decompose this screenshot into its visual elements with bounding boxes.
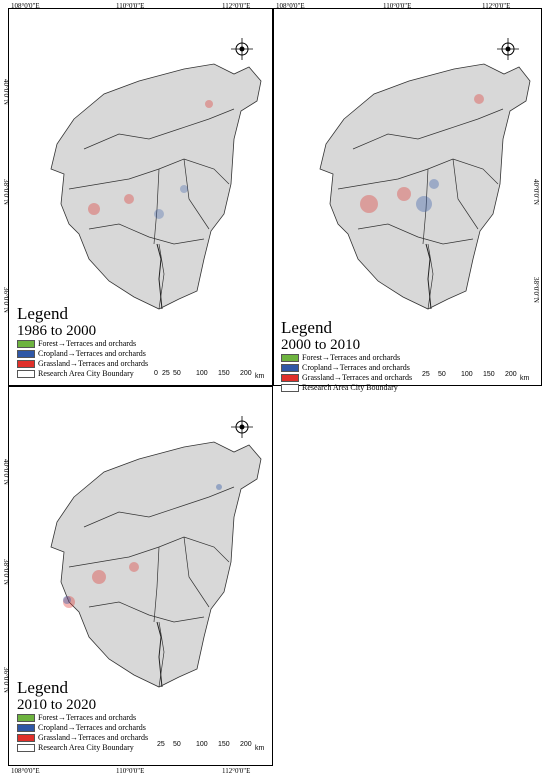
scale-bar: 25 50 100 150 200 km (422, 371, 530, 382)
lon-tick-110: 110°0'0"E (116, 2, 145, 10)
cropland-swatch (17, 350, 35, 358)
lon-tick-110: 110°0'0"E (116, 767, 145, 775)
lat-tick-40: 40°0'0"N (532, 179, 540, 205)
legend-2010-2020: Legend 2010 to 2020 Forest→Terraces and … (17, 679, 148, 753)
boundary-swatch (17, 370, 35, 378)
north-arrow-icon (231, 416, 253, 438)
river (425, 243, 432, 310)
lat-tick-38: 38°0'0"N (532, 277, 540, 303)
forest-swatch (17, 714, 35, 722)
map-2000-2010 (319, 38, 531, 310)
legend-item-grassland: Grassland→Terraces and orchards (281, 373, 412, 383)
legend-2000-2010: Legend 2000 to 2010 Forest→Terraces and … (281, 319, 412, 393)
lon-tick-112: 112°0'0"E (222, 2, 251, 10)
legend-period: 2000 to 2010 (281, 337, 361, 353)
study-area-region (50, 63, 262, 310)
lat-tick-38: 38°0'0"N (2, 179, 10, 205)
city-boundaries (337, 108, 504, 310)
scale-bar: 25 50 100 150 200 km (157, 741, 265, 752)
map-panel-2010-2020: 108°0'0"E 110°0'0"E 112°0'0"E 40°0'0"N 3… (2, 386, 273, 775)
legend-item-cropland: Cropland→Terraces and orchards (17, 723, 148, 733)
change-pixels (88, 100, 213, 215)
legend-item-forest: Forest→Terraces and orchards (281, 353, 412, 363)
lon-tick-110: 110°0'0"E (383, 2, 412, 10)
city-boundaries (68, 486, 235, 688)
legend-title: Legend (17, 678, 68, 697)
legend-title: Legend (17, 304, 68, 323)
forest-swatch (281, 354, 299, 362)
lon-tick-112: 112°0'0"E (222, 767, 251, 775)
legend-title: Legend (281, 318, 332, 337)
lat-tick-40: 40°0'0"N (2, 459, 10, 485)
boundary-swatch (281, 384, 299, 392)
map-panel-2000-2010: 108°0'0"E 110°0'0"E 112°0'0"E 40°0'0"N 3… (273, 2, 542, 392)
legend-item-boundary: Research Area City Boundary (17, 743, 148, 753)
boundary-swatch (17, 744, 35, 752)
legend-item-boundary: Research Area City Boundary (17, 369, 148, 379)
legend-item-grassland: Grassland→Terraces and orchards (17, 733, 148, 743)
legend-item-cropland: Cropland→Terraces and orchards (17, 349, 148, 359)
change-pixels (63, 562, 139, 608)
grassland-swatch (281, 374, 299, 382)
lat-tick-40: 40°0'0"N (2, 79, 10, 105)
map-2010-2020 (50, 416, 262, 688)
grassland-swatch (17, 360, 35, 368)
cropland-swatch (281, 364, 299, 372)
lat-tick-38: 38°0'0"N (2, 559, 10, 585)
map-panel-1986-2000: 108°0'0"E 110°0'0"E 112°0'0"E 40°0'0"N 3… (2, 2, 273, 392)
lon-tick-108: 108°0'0"E (276, 2, 305, 10)
legend-item-grassland: Grassland→Terraces and orchards (17, 359, 148, 369)
legend-item-cropland: Cropland→Terraces and orchards (281, 363, 412, 373)
river (156, 621, 163, 688)
cropland-swatch (17, 724, 35, 732)
lon-tick-108: 108°0'0"E (11, 767, 40, 775)
study-area-region (319, 63, 531, 310)
legend-item-boundary: Research Area City Boundary (281, 383, 412, 393)
legend-period: 2010 to 2020 (17, 697, 97, 713)
lon-tick-108: 108°0'0"E (11, 2, 40, 10)
legend-period: 1986 to 2000 (17, 323, 97, 339)
legend-item-forest: Forest→Terraces and orchards (17, 713, 148, 723)
river (156, 243, 163, 310)
city-boundaries (68, 108, 235, 310)
north-arrow-icon (497, 38, 519, 60)
legend-item-forest: Forest→Terraces and orchards (17, 339, 148, 349)
legend-1986-2000: Legend 1986 to 2000 Forest→Terraces and … (17, 305, 148, 379)
north-arrow-icon (231, 38, 253, 60)
lon-tick-112: 112°0'0"E (482, 2, 511, 10)
forest-swatch (17, 340, 35, 348)
map-1986-2000 (50, 38, 262, 310)
lat-tick-36: 36°0'0"N (2, 667, 10, 693)
grassland-swatch (17, 734, 35, 742)
change-pixels (360, 94, 484, 213)
study-area-region (50, 441, 262, 688)
lat-tick-36: 36°0'0"N (2, 287, 10, 313)
